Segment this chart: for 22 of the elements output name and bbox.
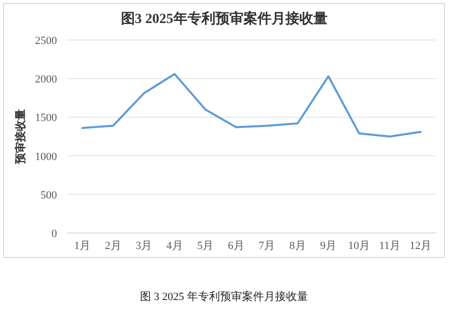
x-tick-label: 3月 bbox=[136, 240, 152, 252]
y-tick-label: 0 bbox=[52, 228, 58, 240]
x-tick-label: 9月 bbox=[320, 240, 337, 252]
y-tick-label: 500 bbox=[40, 189, 58, 202]
chart-title: 图3 2025年专利预审案件月接收量 bbox=[120, 10, 328, 27]
caption: 图 3 2025 年专利预审案件月接收量 bbox=[140, 290, 308, 303]
x-tick-label: 5月 bbox=[197, 240, 214, 252]
y-tick-label: 2000 bbox=[35, 74, 58, 86]
x-tick-label: 6月 bbox=[228, 240, 244, 252]
x-tick-label: 2月 bbox=[104, 240, 122, 252]
y-tick-label: 2500 bbox=[35, 35, 58, 47]
x-tick-label: 12月 bbox=[410, 240, 432, 252]
line-series bbox=[81, 72, 422, 138]
x-tick-label: 10月 bbox=[348, 240, 370, 252]
x-tick-label: 4月 bbox=[166, 240, 183, 252]
x-tick-label: 1月 bbox=[74, 240, 91, 252]
y-axis-title: 预审接收量 bbox=[14, 109, 27, 165]
y-tick-label: 1000 bbox=[35, 150, 58, 163]
x-tick-label: 8月 bbox=[289, 240, 306, 252]
x-tick-label: 11月 bbox=[379, 240, 401, 252]
y-tick-label: 1500 bbox=[35, 112, 58, 124]
x-tick-label: 7月 bbox=[258, 240, 276, 252]
